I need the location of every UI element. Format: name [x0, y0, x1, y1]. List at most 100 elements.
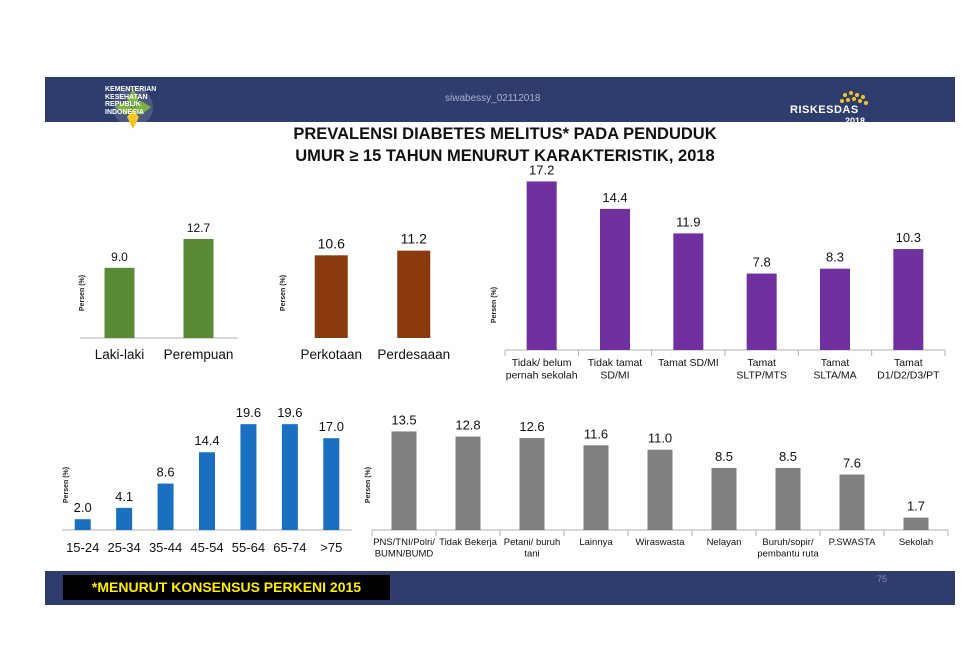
- page-number: 75: [877, 574, 888, 584]
- category-label: SD/MI: [600, 370, 629, 382]
- category-label: PNS/TNI/Polri/: [373, 537, 435, 548]
- category-label: Perdesaaan: [377, 347, 450, 362]
- category-label: 45-54: [190, 540, 223, 555]
- data-label: 2.0: [74, 500, 92, 515]
- category-label: SLTA/MA: [813, 370, 856, 382]
- bar: [314, 255, 348, 338]
- bar: [397, 250, 431, 338]
- data-label: 8.5: [779, 449, 797, 464]
- riskesdas-year: 2018: [845, 116, 866, 126]
- y-axis-label: Persen (%): [280, 275, 287, 311]
- bar: [820, 268, 850, 350]
- bar: [157, 483, 174, 530]
- org-line: KEMENTERIAN: [105, 86, 157, 93]
- riskesdas-label: RISKESDAS: [790, 104, 859, 116]
- y-axis-label: Persen (%): [79, 275, 86, 311]
- bar: [199, 452, 215, 530]
- bar: [323, 438, 340, 530]
- category-label: Laki-laki: [95, 347, 145, 362]
- category-label: Tidak Bekerja: [439, 537, 497, 548]
- org-line: KESEHATAN: [105, 93, 148, 101]
- chart-age: Persen (%) 2.0 15-24 4.1 25-34 8.6 35-44 14.4 45…: [62, 405, 352, 555]
- data-label: 12.6: [519, 419, 544, 434]
- category-label: D1/D2/D3/PT: [877, 370, 940, 382]
- category-label: Nelayan: [707, 537, 742, 548]
- chart-gender: Persen (%) 9.0 Laki-laki 12.7 Perempuan: [79, 221, 238, 362]
- bar: [240, 424, 257, 530]
- bar: [600, 208, 630, 350]
- data-label: 12.7: [187, 221, 211, 235]
- slide: KEMENTERIAN KESEHATAN REPUBLIK INDONESIA…: [45, 77, 955, 605]
- category-label: pernah sekolah: [506, 370, 578, 382]
- bar: [391, 431, 417, 530]
- org-line: INDONESIA: [105, 108, 144, 116]
- y-axis-label: Persen (%): [365, 467, 372, 503]
- category-label: Lainnya: [579, 537, 613, 548]
- category-label: 35-44: [149, 540, 182, 555]
- bar: [116, 507, 133, 530]
- category-label: Sekolah: [899, 537, 933, 548]
- y-axis-label: Persen (%): [63, 467, 70, 503]
- chart-occupation: Persen (%) 13.5 PNS/TNI/Polri/BUMN/BUMD 12.…: [365, 412, 949, 560]
- bar: [183, 238, 214, 338]
- data-label: 9.0: [111, 250, 128, 264]
- data-label: 11.6: [584, 426, 608, 441]
- category-label: Buruh/sopir/: [762, 537, 814, 548]
- data-label: 7.6: [843, 456, 861, 471]
- data-label: 14.4: [194, 433, 219, 448]
- data-label: 19.6: [277, 405, 302, 420]
- data-label: 11.0: [648, 431, 672, 446]
- category-label: 65-74: [273, 540, 306, 555]
- bar: [526, 181, 557, 350]
- bar: [839, 474, 865, 530]
- data-label: 17.2: [529, 162, 554, 177]
- data-label: 11.9: [676, 214, 700, 229]
- bar: [104, 267, 135, 338]
- bar: [583, 445, 609, 530]
- bar: [74, 519, 91, 530]
- riskesdas-logo-icon: [840, 91, 868, 105]
- title-line-2: UMUR ≥ 15 TAHUN MENURUT KARAKTERISTIK, 2…: [295, 147, 715, 165]
- data-label: 8.5: [715, 449, 733, 464]
- bar: [281, 424, 298, 530]
- bar: [519, 438, 545, 530]
- bar: [455, 436, 481, 530]
- watermark: siwabessy_02112018: [445, 93, 541, 104]
- bar: [746, 273, 777, 350]
- title-line-1: PREVALENSI DIABETES MELITUS* PADA PENDUD…: [293, 125, 717, 143]
- data-label: 17.0: [319, 419, 344, 434]
- kemenkes-logo-icon: [113, 87, 153, 129]
- data-label: 13.5: [391, 412, 416, 427]
- category-label: tani: [524, 549, 539, 560]
- category-label: >75: [320, 540, 342, 555]
- category-label: Tamat SD/MI: [658, 357, 719, 369]
- category-label: 15-24: [66, 540, 99, 555]
- category-label: Tamat: [821, 357, 850, 369]
- bar: [893, 249, 924, 350]
- category-label: BUMN/BUMD: [375, 549, 434, 560]
- data-label: 4.1: [115, 489, 133, 504]
- category-label: pembantu ruta: [757, 549, 819, 560]
- data-label: 7.8: [753, 255, 771, 270]
- category-label: Petani/ buruh: [504, 537, 561, 548]
- bar: [673, 233, 704, 350]
- bar: [711, 467, 737, 530]
- org-line: REPUBLIK: [105, 101, 141, 108]
- data-label: 12.8: [455, 418, 480, 433]
- bar: [775, 467, 801, 530]
- data-label: 1.7: [907, 499, 925, 514]
- y-axis-label: Persen (%): [491, 287, 498, 323]
- chart-residence: Persen (%) 10.6 Perkotaan 11.2 Perdesaaan: [280, 231, 450, 362]
- category-label: Perkotaan: [300, 347, 362, 362]
- category-label: Wiraswasta: [635, 537, 685, 548]
- data-label: 10.3: [896, 230, 921, 245]
- category-label: SLTP/MTS: [736, 370, 787, 382]
- category-label: 55-64: [232, 540, 265, 555]
- data-label: 8.3: [826, 250, 844, 265]
- org-name: KEMENTERIAN KESEHATAN REPUBLIK INDONESIA: [105, 86, 156, 116]
- category-label: Tidak tamat: [588, 357, 643, 369]
- category-label: P.SWASTA: [829, 537, 876, 548]
- data-label: 10.6: [318, 235, 345, 251]
